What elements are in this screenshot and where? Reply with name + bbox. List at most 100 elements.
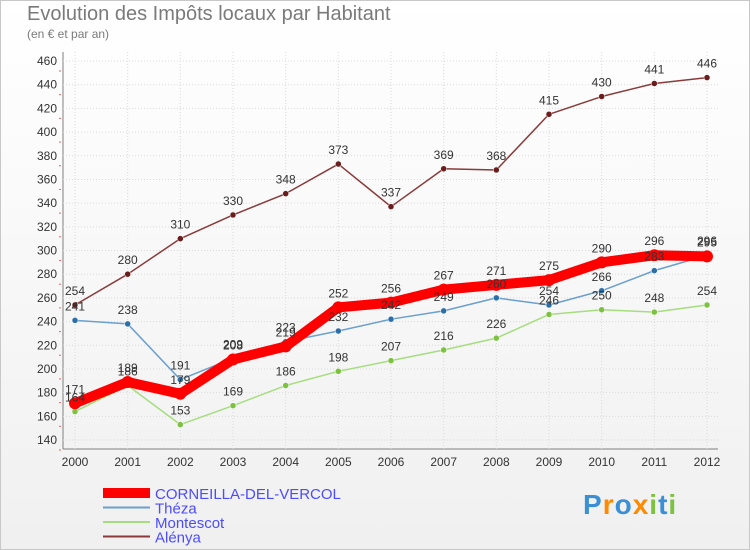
data-point <box>440 346 447 354</box>
data-labels-layer: 254 280 310 330 348 373 337 369 368 415 430 441 446 2… <box>65 57 717 418</box>
data-point <box>545 311 553 318</box>
data-point <box>387 315 395 323</box>
data-label: 271 <box>486 264 506 278</box>
data-label: 430 <box>592 76 612 90</box>
data-point <box>335 368 342 375</box>
x-tick-label: 2007 <box>430 455 457 469</box>
logo-letter: i <box>649 489 659 520</box>
x-tick-label: 2006 <box>378 455 405 469</box>
data-point <box>545 301 553 309</box>
data-label: 186 <box>276 365 296 379</box>
data-point <box>493 166 500 174</box>
x-tick-label: 2010 <box>588 455 615 469</box>
data-label: 254 <box>539 284 559 298</box>
data-label: 267 <box>434 269 454 283</box>
x-tick-label: 2003 <box>220 455 247 469</box>
data-label: 280 <box>118 253 138 267</box>
data-label: 369 <box>434 148 454 162</box>
data-label: 207 <box>381 340 401 354</box>
data-point <box>124 320 131 328</box>
data-label: 275 <box>539 259 559 273</box>
y-tick-label: 180 <box>37 386 57 400</box>
y-tick-label: 240 <box>37 315 57 329</box>
y-tick-label: 460 <box>37 54 57 68</box>
data-label: 348 <box>276 173 296 187</box>
data-label: 368 <box>486 149 506 163</box>
data-point <box>493 334 500 342</box>
data-point <box>177 235 184 242</box>
data-label: 241 <box>65 299 85 313</box>
data-point <box>124 270 131 278</box>
data-label: 219 <box>276 325 296 339</box>
y-tick-label: 160 <box>37 409 57 423</box>
data-label: 250 <box>592 289 612 303</box>
data-label: 446 <box>697 57 717 71</box>
chart-title: Evolution des Impôts locaux par Habitant <box>27 3 391 25</box>
y-tick-label: 140 <box>37 433 57 447</box>
logo-letter: o <box>614 489 633 520</box>
data-point <box>701 250 713 263</box>
data-point <box>440 307 447 315</box>
x-tick-label: 2012 <box>694 455 721 469</box>
data-point <box>279 340 292 353</box>
chart-subtitle: (en € et par an) <box>27 27 110 41</box>
y-tick-label: 380 <box>37 149 57 163</box>
data-point <box>651 308 658 316</box>
y-tick-label: 400 <box>37 125 57 139</box>
data-point <box>282 190 289 197</box>
data-label: 209 <box>223 337 243 351</box>
data-point <box>71 317 79 324</box>
data-point <box>595 256 608 269</box>
x-tick-label: 2008 <box>483 455 510 469</box>
data-label: 266 <box>592 270 612 284</box>
data-point <box>229 402 237 409</box>
data-point <box>545 111 553 118</box>
logo-letter: P <box>583 489 603 520</box>
y-tick-label: 300 <box>37 244 57 258</box>
y-tick-label: 280 <box>37 267 57 281</box>
data-point <box>227 353 239 366</box>
y-tick-label: 220 <box>37 338 57 352</box>
data-label: 249 <box>434 290 454 304</box>
y-tick-label: 200 <box>37 362 57 376</box>
data-point <box>703 301 711 309</box>
data-point <box>385 296 397 309</box>
x-tick-label: 2004 <box>272 455 299 469</box>
data-point <box>177 376 184 383</box>
data-label: 310 <box>170 218 190 232</box>
logo-letter: i <box>668 489 678 520</box>
data-point <box>387 203 395 210</box>
x-tick-label: 2009 <box>536 455 563 469</box>
data-point <box>598 306 605 313</box>
data-label: 252 <box>328 286 348 300</box>
data-label: 226 <box>486 317 506 331</box>
data-point <box>229 211 237 219</box>
data-point <box>651 267 658 274</box>
legend-label: Théza <box>155 501 197 518</box>
data-point <box>71 301 79 309</box>
proxiti-logo: Proxiti <box>583 489 677 521</box>
data-label: 242 <box>381 298 401 312</box>
data-label: 283 <box>644 250 664 264</box>
data-label: 260 <box>486 277 506 291</box>
data-point <box>174 387 187 400</box>
data-point <box>177 421 184 428</box>
y-tick-label: 440 <box>37 78 57 92</box>
data-label: 290 <box>592 241 612 255</box>
data-point <box>335 327 342 335</box>
data-point <box>71 408 79 415</box>
data-point <box>69 397 81 410</box>
x-tick-label: 2011 <box>641 455 667 469</box>
x-tick-label: 2005 <box>325 455 352 469</box>
data-point <box>335 160 342 168</box>
data-label: 295 <box>697 235 717 249</box>
chart-axes: 140 160 180 200 220 240 260 280 300 320 340 360 380 4… <box>37 52 721 469</box>
data-label: 171 <box>65 382 85 396</box>
data-label: 246 <box>539 293 559 307</box>
data-point <box>121 375 134 388</box>
legend-label: CORNEILLA-DEL-VERCOL <box>155 486 341 503</box>
data-label: 216 <box>434 329 454 343</box>
data-label: 208 <box>223 338 243 352</box>
